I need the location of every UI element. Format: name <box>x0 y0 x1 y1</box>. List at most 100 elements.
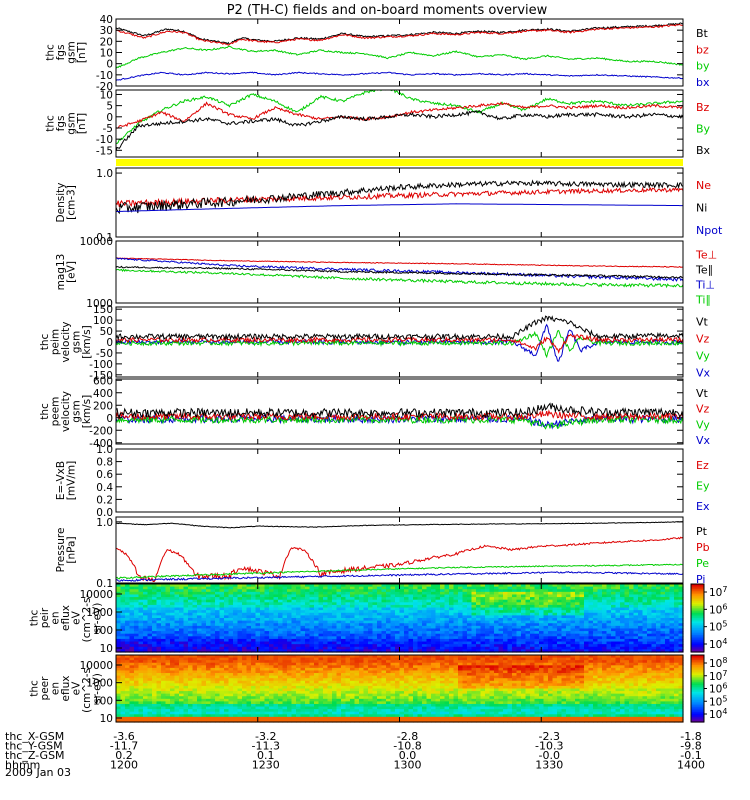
spectrogram-cell <box>314 691 320 695</box>
spectrogram-cell <box>224 636 230 640</box>
spectrogram-cell <box>179 589 185 593</box>
spectrogram-cell <box>138 662 144 666</box>
spectrogram-cell <box>246 641 252 645</box>
spectrogram-cell <box>476 584 482 588</box>
spectrogram-cell <box>210 703 216 708</box>
spectrogram-cell <box>386 646 392 650</box>
spectrogram-cell <box>152 711 158 715</box>
spectrogram-cell <box>399 620 405 624</box>
spectrogram-cell <box>372 599 378 603</box>
spectrogram-cell <box>287 678 293 682</box>
spectrogram-cell <box>129 709 135 713</box>
spectrogram-cell <box>251 644 257 648</box>
spectrogram-cell <box>561 628 567 632</box>
spectrogram-cell <box>521 631 527 635</box>
spectrogram-cell <box>404 615 410 619</box>
spectrogram-cell <box>593 594 599 598</box>
spectrogram-cell <box>269 688 275 692</box>
spectrogram-cell <box>192 719 198 723</box>
spectrogram-cell <box>674 618 680 622</box>
spectrogram-cell <box>125 693 131 697</box>
spectrogram-cell <box>480 615 486 619</box>
spectrogram-cell <box>395 610 401 614</box>
spectrogram-cell <box>561 591 567 596</box>
spectrogram-cell <box>138 706 144 710</box>
spectrogram-cell <box>620 628 626 632</box>
spectrogram-cell <box>602 610 608 614</box>
spectrogram-cell <box>255 625 261 630</box>
spectrogram-cell <box>161 660 167 664</box>
spectrogram-cell <box>624 602 630 606</box>
spectrogram-cell <box>273 591 279 596</box>
spectrogram-cell <box>269 711 275 715</box>
spectrogram-cell <box>129 618 135 622</box>
spectrogram-cell <box>305 698 311 702</box>
spectrogram-cell <box>633 597 639 601</box>
spectrogram-cell <box>458 612 464 616</box>
spectrogram-cell <box>296 641 302 645</box>
spectrogram-cell <box>647 602 653 606</box>
spectrogram-cell <box>291 680 297 684</box>
status-bar-yellow <box>116 159 683 166</box>
spectrogram-cell <box>264 589 270 593</box>
spectrogram-cell <box>507 644 513 648</box>
spectrogram-cell <box>593 597 599 601</box>
spectrogram-cell <box>548 638 554 643</box>
spectrogram-cell <box>548 599 554 603</box>
spectrogram-cell <box>161 633 167 637</box>
spectrogram-cell <box>125 638 131 643</box>
spectrogram-cell <box>332 657 338 661</box>
spectrogram-cell <box>314 615 320 619</box>
spectrogram-cell <box>237 618 243 622</box>
spectrogram-cell <box>296 675 302 679</box>
spectrogram-cell <box>228 678 234 682</box>
y-tick-label: -10 <box>96 134 113 146</box>
spectrogram-cell <box>147 693 153 697</box>
spectrogram-cell <box>120 685 126 690</box>
spectrogram-cell <box>215 655 221 659</box>
spectrogram-cell <box>179 631 185 635</box>
spectrogram-cell <box>291 685 297 690</box>
spectrogram-cell <box>116 685 122 690</box>
spectrogram-cell <box>593 618 599 622</box>
spectrogram-cell <box>183 604 189 609</box>
spectrogram-cell <box>381 584 387 588</box>
spectrogram-cell <box>206 688 212 692</box>
spectrogram-cell <box>129 691 135 695</box>
spectrogram-cell <box>458 625 464 630</box>
spectrogram-cell <box>138 688 144 692</box>
spectrogram-cell <box>530 636 536 640</box>
spectrogram-cell <box>377 636 383 640</box>
spectrogram-cell <box>215 638 221 643</box>
spectrogram-cell <box>246 644 252 648</box>
spectrogram-cell <box>120 620 126 624</box>
spectrogram-cell <box>224 673 230 677</box>
spectrogram-cell <box>188 670 194 674</box>
spectrogram-cell <box>453 607 459 611</box>
spectrogram-cell <box>219 691 225 695</box>
spectrogram-cell <box>228 701 234 705</box>
spectrogram-cell <box>219 638 225 643</box>
spectrogram-cell <box>359 636 365 640</box>
spectrogram-cell <box>120 719 126 723</box>
spectrogram-cell <box>548 610 554 614</box>
spectrogram-cell <box>615 620 621 624</box>
spectrogram-cell <box>237 641 243 645</box>
spectrogram-cell <box>228 706 234 710</box>
spectrogram-cell <box>237 711 243 715</box>
spectrogram-cell <box>210 675 216 679</box>
spectrogram-cell <box>291 709 297 713</box>
spectrogram-cell <box>575 631 581 635</box>
spectrogram-cell <box>503 615 509 619</box>
spectrogram-cell <box>327 711 333 715</box>
spectrogram-cell <box>656 644 662 648</box>
spectrogram-cell <box>282 604 288 609</box>
spectrogram-cell <box>584 628 590 632</box>
spectrogram-cell <box>350 589 356 593</box>
spectrogram-cell <box>233 688 239 692</box>
spectrogram-cell <box>494 618 500 622</box>
spectrogram-cell <box>467 604 473 609</box>
spectrogram-cell <box>332 719 338 723</box>
spectrogram-cell <box>548 636 554 640</box>
spectrogram-cell <box>404 636 410 640</box>
